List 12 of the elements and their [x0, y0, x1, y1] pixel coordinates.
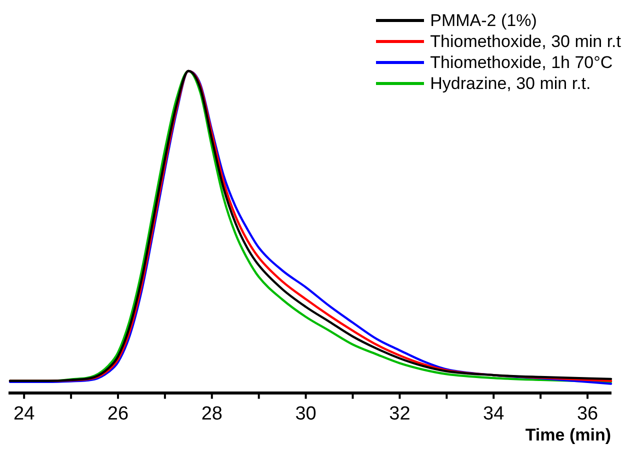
legend-label: Hydrazine, 30 min r.t.	[430, 73, 591, 94]
x-tick-label: 30	[295, 403, 316, 424]
x-tick-label: 32	[389, 403, 410, 424]
x-tick-label: 36	[576, 403, 598, 424]
x-axis-title: Time (min)	[525, 425, 611, 444]
x-tick-label: 26	[107, 403, 129, 424]
legend-label: PMMA-2 (1%)	[430, 10, 537, 31]
legend-label: Thiomethoxide, 30 min r.t	[430, 31, 621, 52]
x-tick-label: 34	[483, 403, 505, 424]
x-tick-label: 24	[14, 403, 36, 424]
legend-label: Thiomethoxide, 1h 70°C	[430, 52, 613, 73]
x-tick-label: 28	[201, 403, 222, 424]
